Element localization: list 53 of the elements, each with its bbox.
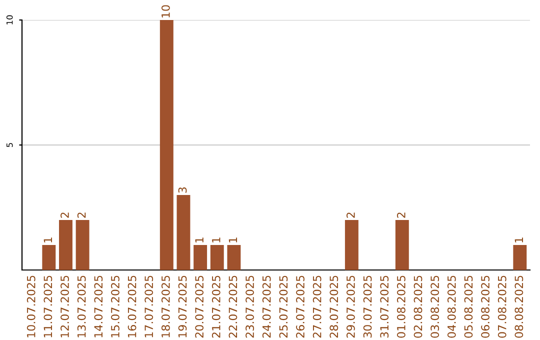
bar bbox=[42, 245, 56, 270]
data-label: 1 bbox=[228, 238, 238, 242]
x-tick-label: 21.07.2025 bbox=[212, 276, 220, 338]
x-tick-label: 17.07.2025 bbox=[144, 276, 154, 338]
data-label: 2 bbox=[396, 212, 406, 218]
x-tick-label: 27.07.2025 bbox=[312, 276, 322, 338]
x-tick-label: 24.07.2025 bbox=[262, 276, 271, 338]
bar bbox=[210, 245, 224, 270]
x-tick-label: 03.08.2025 bbox=[430, 276, 440, 338]
x-tick-label: 25.07.2025 bbox=[279, 276, 288, 338]
x-tick-label: 22.07.2025 bbox=[228, 276, 238, 338]
x-tick-label: 11.07.2025 bbox=[44, 276, 52, 338]
x-tick-label: 05.08.2025 bbox=[464, 276, 473, 338]
x-tick-label: 28.07.2025 bbox=[330, 276, 338, 338]
x-tick-label: 04.08.2025 bbox=[447, 276, 456, 338]
x-tick-label: 18.07.2025 bbox=[161, 276, 170, 338]
bar bbox=[227, 245, 241, 270]
x-tick-label: 01.08.2025 bbox=[396, 276, 406, 338]
bar bbox=[160, 20, 174, 270]
x-tick-label: 14.07.2025 bbox=[94, 276, 103, 338]
data-label: 2 bbox=[77, 212, 86, 218]
x-tick-label: 07.08.2025 bbox=[498, 276, 506, 338]
bar bbox=[176, 195, 190, 270]
bar bbox=[76, 220, 90, 270]
x-tick-label: 10.07.2025 bbox=[26, 276, 36, 338]
x-tick-label: 20.07.2025 bbox=[195, 276, 204, 338]
data-label: 1 bbox=[195, 238, 204, 242]
x-tick-label: 31.07.2025 bbox=[380, 276, 389, 338]
x-tick-label: 26.07.2025 bbox=[296, 276, 304, 338]
x-tick-label: 15.07.2025 bbox=[111, 276, 120, 338]
x-tick-label: 13.07.2025 bbox=[77, 276, 86, 338]
data-label: 1 bbox=[212, 238, 220, 242]
y-tick-label: 5 bbox=[6, 143, 13, 148]
x-tick-label: 29.07.2025 bbox=[346, 276, 355, 338]
x-tick-label: 02.08.2025 bbox=[414, 276, 422, 338]
data-label: 3 bbox=[178, 187, 187, 193]
bar bbox=[395, 220, 409, 270]
bar bbox=[194, 245, 208, 270]
bar bbox=[513, 245, 527, 270]
x-tick-label: 30.07.2025 bbox=[363, 276, 372, 338]
data-label: 10 bbox=[161, 5, 170, 18]
data-label: 1 bbox=[514, 238, 523, 242]
x-tick-label: 12.07.2025 bbox=[60, 276, 69, 338]
data-label: 2 bbox=[60, 212, 69, 218]
x-tick-label: 19.07.2025 bbox=[178, 276, 187, 338]
x-tick-label: 16.07.2025 bbox=[128, 276, 136, 338]
data-label: 2 bbox=[346, 212, 355, 218]
data-label: 1 bbox=[44, 238, 52, 242]
bar bbox=[59, 220, 72, 270]
x-tick-label: 23.07.2025 bbox=[246, 276, 254, 338]
x-tick-label: 06.08.2025 bbox=[481, 276, 490, 338]
bar bbox=[344, 220, 358, 270]
x-tick-label: 08.08.2025 bbox=[514, 276, 524, 338]
